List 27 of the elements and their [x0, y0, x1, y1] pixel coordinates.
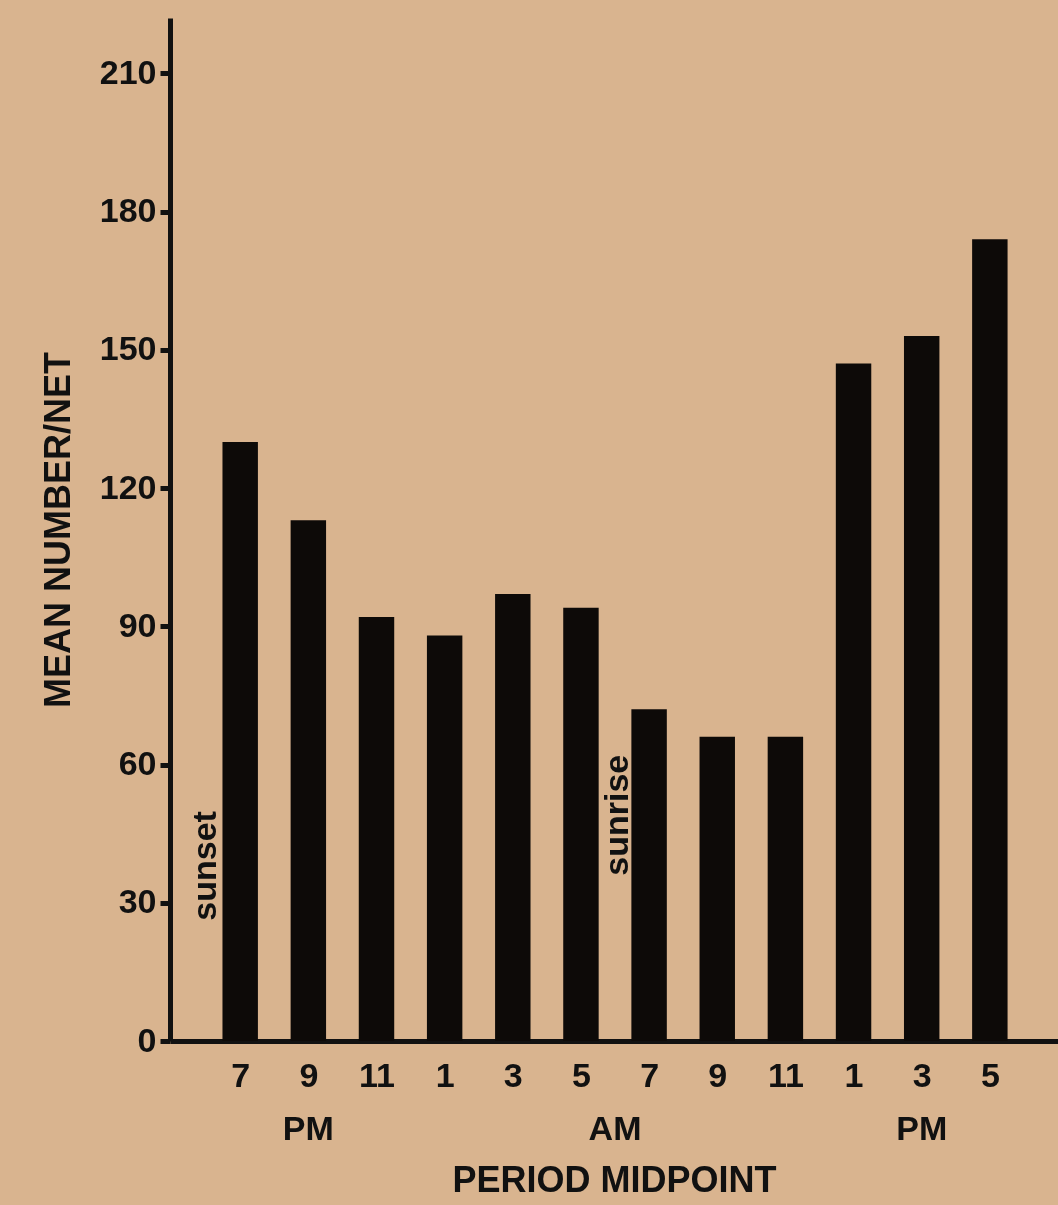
x-tick-label: 5 [980, 1055, 1000, 1094]
y-tick-label: 180 [99, 191, 157, 230]
x-tick-label: 9 [299, 1055, 319, 1094]
x-tick-label: 7 [231, 1055, 251, 1094]
x-tick-label: 3 [503, 1055, 523, 1094]
x-tick-label: 11 [767, 1055, 804, 1094]
x-tick-label: 3 [912, 1055, 932, 1094]
y-tick-label: 30 [118, 882, 157, 921]
x-tick-label: 5 [571, 1055, 591, 1094]
text: PM [282, 1109, 334, 1147]
x-tick-label: 7 [640, 1055, 660, 1094]
x-tick-label: 1 [435, 1055, 455, 1094]
annotation: sunrise [597, 754, 636, 876]
y-axis-title: MEAN NUMBER/NET [36, 352, 78, 708]
x-axis-title: PERIOD MIDPOINT [452, 1158, 777, 1200]
text: AM [588, 1109, 642, 1147]
x-tick-label: 1 [844, 1055, 864, 1094]
y-tick-label: 60 [118, 744, 157, 783]
text: PM [896, 1109, 948, 1147]
y-tick-label: 0 [137, 1020, 157, 1059]
y-tick-label: 150 [99, 329, 157, 368]
y-tick-label: 120 [99, 467, 157, 506]
annotation: sunset [185, 811, 224, 921]
y-tick-label: 90 [118, 605, 157, 644]
x-tick-label: 11 [359, 1055, 395, 1094]
y-tick-label: 210 [99, 52, 157, 91]
x-tick-label: 9 [708, 1055, 728, 1094]
